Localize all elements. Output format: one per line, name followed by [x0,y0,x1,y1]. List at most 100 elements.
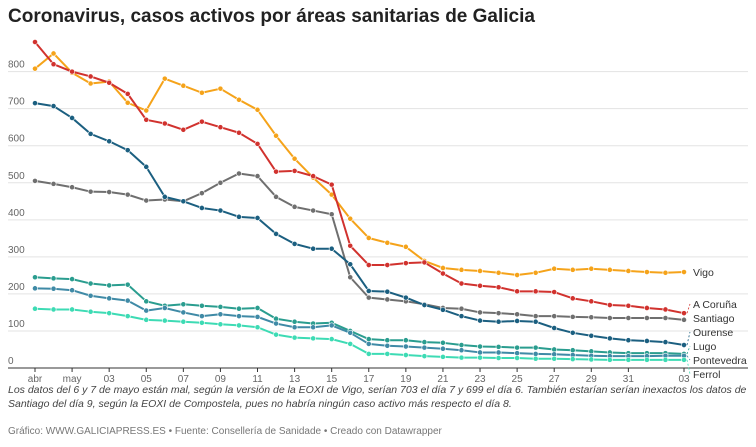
x-tick-label: 23 [474,374,486,385]
data-point [569,347,576,354]
data-point [421,344,428,351]
data-point [384,239,391,246]
chart-source: Gráfico: WWW.GALICIAPRESS.ES • Fuente: C… [8,426,442,437]
data-point [625,356,632,363]
data-point [681,356,687,363]
data-point [106,79,113,86]
data-point [254,106,261,113]
data-point [681,342,687,348]
data-point [217,207,224,214]
data-point [106,295,113,302]
data-point [143,298,150,305]
data-point [514,344,521,351]
data-point [124,90,131,97]
data-point [495,343,502,350]
data-point [606,302,613,308]
data-point [217,124,224,131]
data-point [625,315,632,321]
data-point [143,197,150,204]
series [32,39,687,317]
data-point [532,288,539,295]
data-point [458,280,465,287]
data-point [477,343,483,350]
data-point [384,337,391,344]
data-point [402,343,409,350]
series [32,305,687,363]
data-point [124,99,131,106]
data-point [180,82,187,89]
data-point [198,190,205,197]
data-point [347,329,354,336]
data-point [495,349,502,356]
data-point [347,215,354,222]
data-point [161,193,168,200]
x-tick-label: 31 [623,374,635,385]
data-point [495,318,502,325]
data-point [365,235,372,241]
series [32,274,687,357]
data-point [662,269,669,276]
data-point [236,305,242,312]
data-point [458,354,465,361]
data-point [440,345,446,352]
data-point [644,305,650,311]
data-point [32,39,38,45]
data-point [87,292,94,299]
data-point [143,316,150,323]
data-point [87,308,94,315]
data-point [32,305,38,312]
data-point [273,331,279,338]
data-point [328,245,335,252]
data-point [347,341,354,347]
data-point [495,269,502,276]
data-point [551,355,558,362]
data-point [180,301,187,308]
data-point [310,335,317,342]
data-point [273,315,279,322]
data-point [50,61,57,68]
x-tick-label: 25 [512,374,524,385]
data-point [514,355,521,361]
data-point [384,288,391,295]
data-point [236,322,242,329]
x-tick-label: 27 [549,374,561,385]
series-label: Ferrol [693,369,720,381]
data-point [458,313,465,320]
x-tick-label: abr [28,374,43,385]
data-point [458,266,465,273]
data-point [32,285,38,292]
label-leader [686,331,691,346]
data-point [384,351,391,357]
data-point [569,266,576,273]
data-point [198,118,205,125]
data-point [551,325,558,331]
data-point [180,126,187,133]
series-label: Lugo [693,341,717,353]
data-point [644,338,650,344]
data-point [328,322,335,329]
data-point [384,342,391,349]
data-point [606,356,613,363]
series-label: Santiago [693,313,735,325]
label-leader [686,303,691,314]
data-point [124,281,131,288]
data-point [440,339,446,346]
data-point [217,321,224,328]
data-point [365,351,372,357]
data-point [50,180,57,187]
x-tick-label: 11 [252,374,263,385]
data-point [254,324,261,331]
data-point [514,311,521,318]
data-point [32,274,38,281]
data-point [236,129,242,136]
data-point [328,336,335,343]
x-tick-label: 09 [215,374,227,385]
data-point [569,329,576,336]
data-point [180,318,187,325]
data-point [50,275,57,282]
data-point [198,89,205,96]
data-point [384,262,391,268]
data-point [273,320,279,327]
data-point [384,296,391,303]
series-label: A Coruña [693,299,737,311]
